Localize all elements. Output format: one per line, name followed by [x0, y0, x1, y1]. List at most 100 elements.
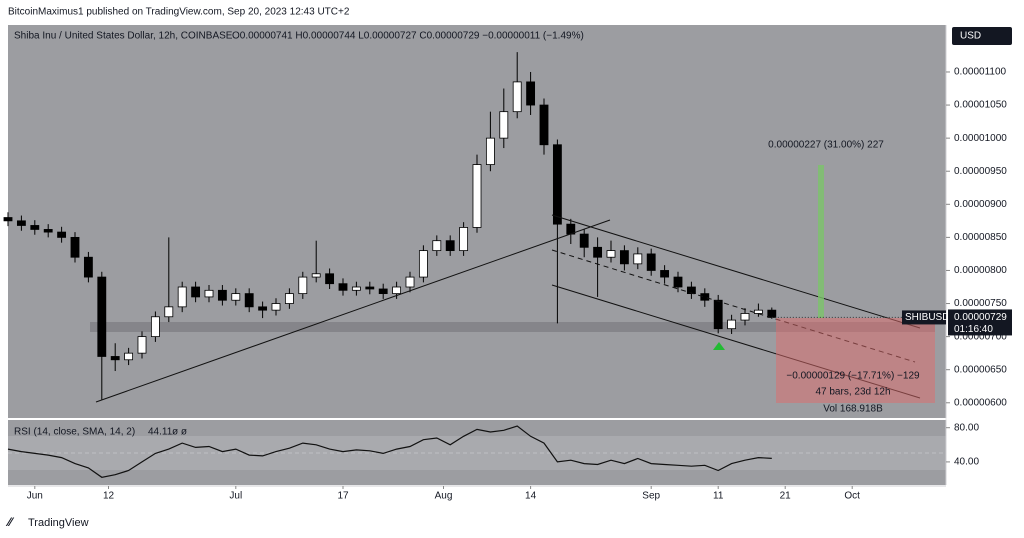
y-tick-label: 0.00000750 [954, 298, 1007, 309]
logo-text: TradingView [28, 517, 89, 529]
x-tick-label: 21 [780, 491, 792, 502]
rsi-value: 44.11 [148, 427, 173, 438]
candle-body [284, 293, 294, 304]
y-tick-label: 0.00000800 [954, 265, 1007, 276]
symbol-tag-label: SHIBUSD [905, 312, 949, 323]
candle-body [432, 240, 442, 252]
candle-body [392, 286, 402, 295]
symbol-title: Shiba Inu / United States Dollar, 12h, C… [14, 31, 233, 42]
gain-label: 0.00000227 (31.00%) 227 [768, 140, 884, 151]
candle-body [633, 253, 643, 265]
x-tick-label: 12 [103, 491, 115, 502]
currency-button[interactable] [952, 27, 1012, 45]
candle-body [110, 356, 120, 361]
y-tick-label: 40.00 [954, 457, 979, 468]
symbol-tag [902, 310, 946, 325]
candle-body [459, 227, 469, 252]
candle-body [673, 276, 683, 288]
candle-body [311, 273, 321, 278]
candle-body [3, 217, 13, 222]
candle-body [325, 273, 335, 285]
rsi-line [7, 425, 772, 478]
candle-body [606, 250, 616, 258]
channel-upper [551, 214, 921, 329]
y-tick-label: 0.00000950 [954, 166, 1007, 177]
x-tick-label: Oct [844, 491, 860, 502]
candle-body [660, 270, 670, 278]
candle-body [164, 306, 174, 318]
x-tick-label: 14 [525, 491, 537, 502]
candle-body [472, 164, 482, 228]
candle-body [593, 246, 603, 258]
y-tick-label: 0.00001000 [954, 133, 1007, 144]
candle-body [271, 303, 281, 311]
candle-body [579, 233, 589, 248]
support-arrow [713, 342, 725, 350]
rsi-title: RSI (14, close, SMA, 14, 2) [14, 427, 135, 438]
candle-body [552, 144, 562, 225]
x-tick-label: Sep [642, 491, 660, 502]
x-tick-label: Jul [229, 491, 242, 502]
currency-label: USD [960, 31, 981, 42]
candle-body [150, 316, 160, 338]
price-tag-box [948, 309, 1012, 336]
candle-body [137, 336, 147, 354]
loss-label: −0.00000129 (−17.71%) −129 [786, 371, 920, 382]
price-marks [3, 52, 777, 478]
x-tick-label: Jun [27, 491, 43, 502]
x-tick-label: Aug [435, 491, 453, 502]
candle-body [43, 229, 53, 233]
publisher-line: BitcoinMaximus1 published on TradingView… [8, 7, 350, 18]
ascending-trendline [95, 219, 611, 403]
candle-body [700, 293, 710, 301]
y-tick-label: 0.00000700 [954, 331, 1007, 342]
candle-body [727, 319, 737, 330]
candle-body [753, 309, 763, 314]
y-tick-label: 0.00001050 [954, 100, 1007, 111]
candle-body [338, 283, 348, 291]
countdown-label: 01:16:40 [954, 324, 993, 335]
price-tag-label: 0.00000729 [954, 312, 1007, 323]
candle-body [351, 286, 361, 291]
price-axis [947, 25, 1015, 485]
candle-body [405, 276, 415, 288]
candle-body [191, 286, 201, 298]
candle-body [217, 289, 227, 301]
candle-body [258, 306, 268, 311]
candle-body [713, 299, 723, 330]
y-tick-label: 0.00000650 [954, 364, 1007, 375]
y-tick-label: 0.00000900 [954, 199, 1007, 210]
loss-box [776, 318, 935, 403]
rsi-extra: ø ø [172, 427, 187, 438]
candle-body [445, 240, 455, 252]
candle-body [512, 81, 522, 113]
candle-body [767, 309, 777, 318]
candle-body [686, 286, 696, 295]
logo-mark: ⁄⁄ [5, 515, 15, 529]
candle-body [177, 286, 187, 308]
candle-body [30, 225, 40, 230]
x-tick-label: 11 [713, 491, 724, 502]
candle-body [619, 250, 629, 265]
y-tick-label: 80.00 [954, 422, 979, 433]
ohlc-legend: O0.00000741 H0.00000744 L0.00000727 C0.0… [232, 31, 584, 42]
candle-body [204, 289, 214, 298]
bars-label: 47 bars, 23d 12h [815, 387, 890, 398]
support-zone [90, 322, 935, 332]
candle-body [124, 352, 134, 361]
axes: 0.00001100 0.00001050 0.00001000 0.00000950… [27, 67, 1008, 502]
candle-body [97, 276, 107, 357]
candle-body [485, 137, 495, 166]
candle-body [526, 81, 536, 106]
candle-body [244, 293, 254, 308]
y-tick-label: 0.00000600 [954, 397, 1007, 408]
candle-body [16, 220, 26, 226]
candle-body [378, 288, 388, 295]
y-tick-label: 0.00000850 [954, 232, 1007, 243]
candle-body [298, 276, 308, 295]
x-tick-label: 17 [337, 491, 349, 502]
y-tick-label: 0.00001100 [954, 67, 1007, 78]
candle-body [539, 104, 549, 146]
